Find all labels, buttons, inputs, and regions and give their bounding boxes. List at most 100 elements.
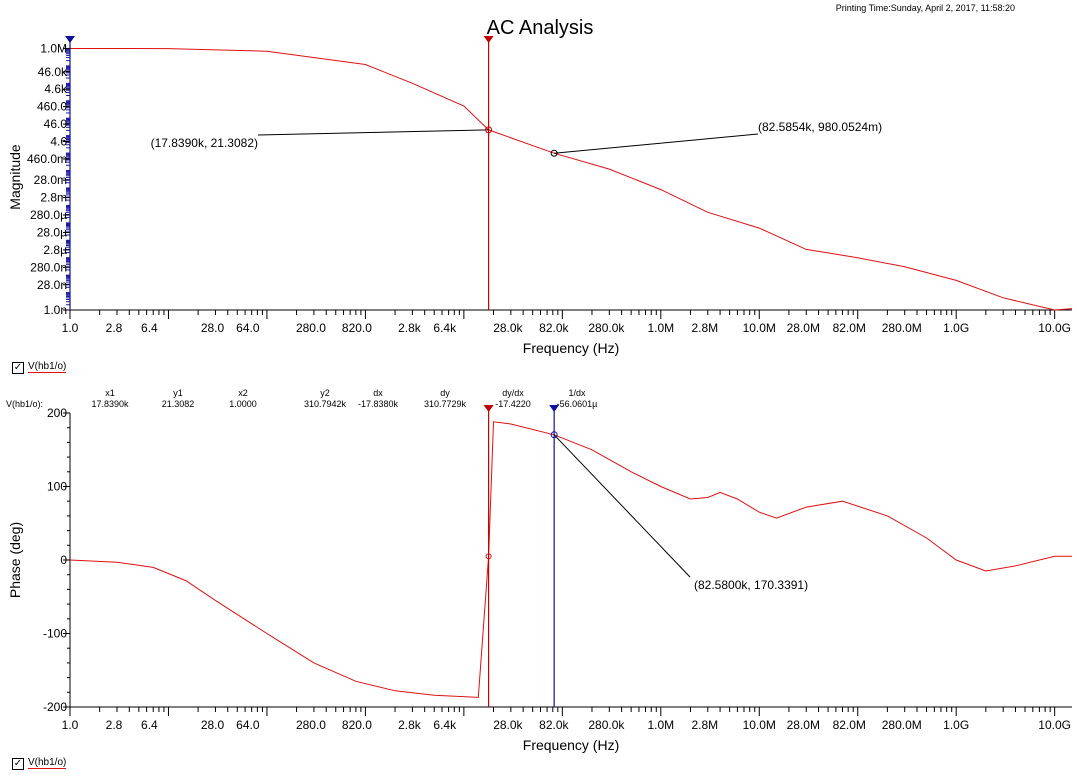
x-tick-label: 1.0M <box>647 321 674 335</box>
x-tick-label: 2.8M <box>691 321 718 335</box>
x-tick-label: 2.8 <box>106 718 123 732</box>
legend-label: V(hb1/o) <box>28 361 67 373</box>
printing-time: Printing Time:Sunday, April 2, 2017, 11:… <box>835 3 1015 13</box>
y-tick-label: 46.0 <box>44 117 68 131</box>
phase-plot[interactable]: 1.0 2.8 6.4 28.0 64.0 280.0 820.0 2.8k 6.4k 28.0k… <box>7 405 1072 753</box>
annotation-point <box>550 149 558 157</box>
y-tick-label: 28.0n <box>37 278 67 292</box>
x-tick-label: 1.0M <box>647 718 674 732</box>
y-tick-label: 0 <box>60 553 67 567</box>
x-tick-label: 2.8k <box>398 718 422 732</box>
y-tick-label: 4.6 <box>50 135 67 149</box>
x-tick-label: 28.0M <box>787 718 820 732</box>
y-tick-label: 1.0M <box>40 41 67 55</box>
x-tick-label: 10.0G <box>1038 321 1071 335</box>
x-tick-label: 280.0k <box>588 718 625 732</box>
y-axis-label: Magnitude <box>7 144 23 210</box>
y-tick-label: 460.0m <box>27 152 67 166</box>
cursor-1-point <box>485 553 492 560</box>
y-tick-label: 4.6k <box>44 82 68 96</box>
cursor-col-value: 310.7942k <box>303 399 347 409</box>
cursor-col-value: -17.8380k <box>357 399 399 409</box>
x-tick-label: 2.8k <box>398 321 422 335</box>
x-tick-label: 28.0M <box>787 321 820 335</box>
cursor-col-header: dx <box>373 388 383 398</box>
x-tick-label: 6.4 <box>141 718 158 732</box>
annotation-point <box>550 431 558 439</box>
y-axis-label: Phase (deg) <box>7 522 23 598</box>
y-tick-label: 280.0µ <box>30 208 67 222</box>
cursor-1-marker <box>483 36 494 43</box>
x-tick-label: 82.0M <box>833 321 866 335</box>
cursor-readout-table: V(hb1/o): x1 17.8390k y1 21.3082 x2 1.0000 y2 3… <box>0 386 640 410</box>
cursor-2-marker <box>65 36 75 43</box>
y-tick-label: 280.0n <box>30 260 67 274</box>
annotation-point <box>485 126 493 134</box>
cursor-1-marker <box>483 405 494 412</box>
y-tick-label: -200 <box>43 700 67 714</box>
x-tick-label: 64.0 <box>236 321 260 335</box>
x-tick-label: 10.0G <box>1038 718 1071 732</box>
cursor-col-header: y2 <box>320 388 330 398</box>
x-tick-label: 2.8 <box>106 321 123 335</box>
y-tick-label: 28.0µ <box>37 225 67 239</box>
legend-checkbox[interactable]: ✓ <box>12 362 24 374</box>
annotation-label: (82.5800k, 170.3391) <box>694 578 808 592</box>
legend-top[interactable]: ✓ V(hb1/o) <box>12 361 67 374</box>
x-tick-label: 64.0 <box>236 718 260 732</box>
x-tick-label: 6.4 <box>141 321 158 335</box>
x-tick-label: 820.0 <box>342 321 372 335</box>
x-tick-label: 280.0M <box>882 321 922 335</box>
x-tick-label: 2.8M <box>691 718 718 732</box>
y-tick-label: 46.0k <box>38 65 68 79</box>
annotation-leader <box>553 434 691 578</box>
x-tick-label: 28.0 <box>201 321 225 335</box>
series-line <box>69 48 1073 311</box>
y-tick-label: -100 <box>43 627 67 641</box>
cursor-col-value: 21.3082 <box>161 399 195 409</box>
x-tick-label: 28.0k <box>493 321 523 335</box>
x-tick-label: 1.0G <box>943 718 969 732</box>
y-tick-label: 100 <box>47 480 67 494</box>
cursor-col-value: 17.8390k <box>91 399 129 409</box>
legend-bottom[interactable]: ✓ V(hb1/o) <box>12 757 67 770</box>
x-tick-label: 28.0k <box>493 718 523 732</box>
y-tick-label: 460.0 <box>37 100 67 114</box>
x-axis-label: Frequency (Hz) <box>523 340 619 356</box>
x-tick-label: 280.0 <box>296 718 326 732</box>
y-tick-label: 1.0n <box>44 303 67 317</box>
x-tick-label: 82.0k <box>539 718 569 732</box>
x-tick-label: 1.0 <box>62 718 79 732</box>
cursor-col-header: dy <box>440 388 450 398</box>
series-line <box>69 421 1072 698</box>
cursor-col-value: 310.7729k <box>423 399 467 409</box>
x-tick-label: 1.0G <box>943 321 969 335</box>
x-tick-label: 280.0 <box>296 321 326 335</box>
x-axis-label: Frequency (Hz) <box>523 737 619 753</box>
annotation-leader <box>554 133 759 154</box>
x-tick-label: 1.0 <box>62 321 79 335</box>
cursor-col-header: 1/dx <box>568 388 586 398</box>
x-tick-label: 6.4k <box>433 321 457 335</box>
x-tick-label: 28.0 <box>201 718 225 732</box>
annotation-label: (17.8390k, 21.3082) <box>151 136 258 150</box>
x-tick-label: 280.0k <box>588 321 625 335</box>
cursor-col-header: dy/dx <box>502 388 524 398</box>
cursor-col-value: -56.0601µ <box>556 399 598 409</box>
magnitude-plot[interactable]: 1.0 2.8 6.4 28.0 64.0 280.0 820.0 2.8k 6.4k 28.0k… <box>7 36 1073 356</box>
x-tick-label: 10.0M <box>743 321 776 335</box>
x-tick-label: 82.0M <box>833 718 866 732</box>
cursor-col-value: -17.4220 <box>495 399 531 409</box>
x-tick-label: 10.0M <box>743 718 776 732</box>
legend-label: V(hb1/o) <box>28 757 67 769</box>
x-tick-label: 280.0M <box>882 718 922 732</box>
y-tick-label: 28.0m <box>34 173 67 187</box>
legend-checkbox[interactable]: ✓ <box>12 758 24 770</box>
y-tick-label: 2.8µ <box>43 243 67 257</box>
cursor-col-header: y1 <box>173 388 183 398</box>
cursor-col-header: x1 <box>105 388 115 398</box>
x-tick-label: 6.4k <box>433 718 457 732</box>
cursor-2-marker <box>549 405 560 412</box>
